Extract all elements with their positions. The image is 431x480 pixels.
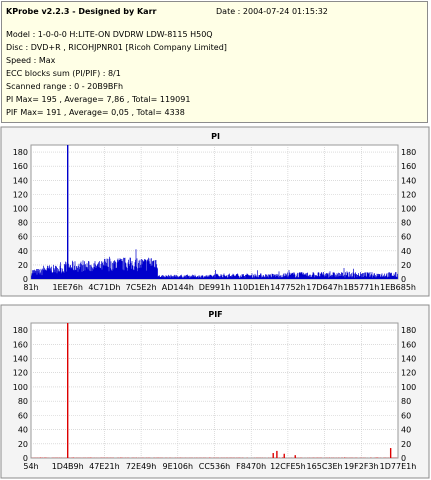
y-tick-label-right: 160: [401, 162, 416, 171]
x-tick-label: 1D4B9h: [52, 462, 84, 471]
y-tick-label-left: 40: [18, 426, 28, 435]
x-tick-label: 72E49h: [126, 462, 156, 471]
y-tick-label-right: 140: [401, 176, 416, 185]
info-panel: KProbe v2.2.3 - Designed by Karr Date : …: [1, 1, 428, 123]
x-tick-label: 7C5E2h: [126, 283, 157, 292]
y-tick-label-right: 180: [401, 148, 416, 157]
chart-title: PIF: [208, 310, 222, 319]
x-tick-label: 4C71Dh: [88, 283, 120, 292]
x-tick-label: 1EE76h: [52, 283, 82, 292]
y-tick-label-left: 140: [13, 176, 28, 185]
y-tick-label-right: 0: [401, 454, 406, 463]
x-tick-label: CC536h: [199, 462, 231, 471]
x-tick-label: 1D77E1h: [380, 462, 417, 471]
app-title: KProbe v2.2.3 - Designed by Karr: [6, 7, 157, 16]
y-tick-label-right: 100: [401, 383, 416, 392]
y-tick-label-right: 100: [401, 204, 416, 213]
x-tick-label: 12CFE5h: [270, 462, 306, 471]
y-tick-label-right: 140: [401, 355, 416, 364]
y-tick-label-right: 60: [401, 233, 411, 242]
x-tick-label: 110D1Eh: [233, 283, 270, 292]
y-tick-label-left: 80: [18, 219, 28, 228]
x-tick-label: 19F2F3h: [344, 462, 379, 471]
y-tick-label-right: 120: [401, 190, 416, 199]
x-tick-label: 1EB685h: [380, 283, 416, 292]
y-tick-label-left: 40: [18, 247, 28, 256]
x-tick-label: 147752h: [270, 283, 306, 292]
y-tick-label-right: 60: [401, 411, 411, 420]
y-tick-label-left: 120: [13, 190, 28, 199]
y-tick-label-right: 0: [401, 275, 406, 284]
disc-info: Disc : DVD+R , RICOHJPNR01 [Ricoh Compan…: [6, 43, 227, 52]
y-tick-label-left: 160: [13, 340, 28, 349]
x-tick-label: 47E21h: [89, 462, 119, 471]
y-tick-label-left: 100: [13, 204, 28, 213]
data-bars: [31, 457, 398, 458]
x-tick-label: 9E106h: [163, 462, 193, 471]
y-tick-label-left: 60: [18, 411, 28, 420]
x-tick-label: AD144h: [162, 283, 194, 292]
y-tick-label-left: 140: [13, 355, 28, 364]
scan-date: Date : 2004-07-24 01:15:32: [216, 7, 328, 16]
x-tick-label: 1B5771h: [343, 283, 379, 292]
pi-chart: PI 0 0 20 20 40 40 60 60 80 80 100 100 120 120 140 140 16…: [0, 126, 430, 297]
y-tick-label-left: 0: [23, 275, 28, 284]
x-tick-label: DE991h: [199, 283, 231, 292]
y-tick-label-left: 60: [18, 233, 28, 242]
scanned-range: Scanned range : 0 - 20B9BFh: [6, 82, 124, 91]
y-tick-label-right: 160: [401, 340, 416, 349]
x-tick-label: 81h: [23, 283, 38, 292]
y-tick-label-right: 40: [401, 247, 411, 256]
pif-summary: PIF Max= 191 , Average= 0,05 , Total= 43…: [6, 108, 185, 117]
y-tick-label-left: 160: [13, 162, 28, 171]
y-tick-label-right: 180: [401, 326, 416, 335]
y-tick-label-right: 40: [401, 426, 411, 435]
y-tick-label-right: 20: [401, 440, 411, 449]
chart-title: PI: [211, 132, 220, 141]
pi-summary: PI Max= 195 , Average= 7,86 , Total= 119…: [6, 95, 191, 104]
speed-info: Speed : Max: [6, 56, 56, 65]
y-tick-label-right: 20: [401, 261, 411, 270]
pif-chart: PIF 0 0 20 20 40 40 60 60 80 80 100 100 120 120 140 140 1…: [0, 304, 430, 479]
y-tick-label-right: 120: [401, 369, 416, 378]
ecc-sum: ECC blocks sum (PI/PIF) : 8/1: [6, 69, 121, 78]
y-tick-label-left: 100: [13, 383, 28, 392]
y-tick-label-left: 180: [13, 326, 28, 335]
y-tick-label-left: 0: [23, 454, 28, 463]
x-tick-label: 54h: [23, 462, 38, 471]
x-tick-label: 165C3Eh: [307, 462, 343, 471]
y-tick-label-left: 180: [13, 148, 28, 157]
y-tick-label-left: 20: [18, 261, 28, 270]
y-tick-label-right: 80: [401, 397, 411, 406]
y-tick-label-left: 80: [18, 397, 28, 406]
y-tick-label-left: 120: [13, 369, 28, 378]
x-tick-label: 17D647h: [306, 283, 343, 292]
y-tick-label-left: 20: [18, 440, 28, 449]
data-bars: [31, 249, 398, 279]
x-tick-label: F8470h: [236, 462, 266, 471]
drive-model: Model : 1-0-0-0 H:LITE-ON DVDRW LDW-8115…: [6, 30, 213, 39]
y-tick-label-right: 80: [401, 219, 411, 228]
